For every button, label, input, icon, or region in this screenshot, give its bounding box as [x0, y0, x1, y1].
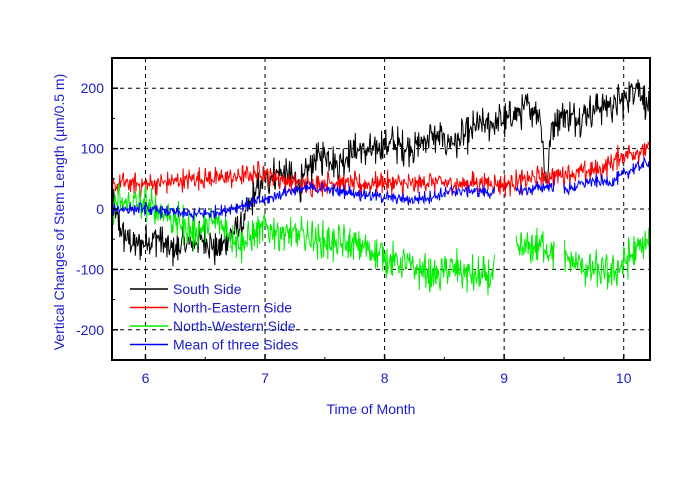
x-tick-label: 10	[616, 370, 632, 386]
series-line	[111, 141, 651, 198]
legend-entry: South Side	[173, 281, 242, 297]
series-group	[111, 79, 651, 296]
legend: South Side North-Eastern Side North-Wester…	[130, 281, 298, 353]
legend-entry: Mean of three Sides	[173, 337, 298, 353]
x-tick-label: 7	[261, 370, 269, 386]
y-tick-label: -100	[76, 261, 104, 277]
x-tick-label: 8	[381, 370, 389, 386]
legend-entry: North-Eastern Side	[173, 300, 292, 316]
y-tick-label: 200	[81, 80, 105, 96]
x-tick-label: 9	[500, 370, 508, 386]
y-tick-label: 0	[96, 201, 104, 217]
series-line	[111, 79, 651, 267]
y-tick-label: -200	[76, 322, 104, 338]
y-tick-label: 100	[81, 141, 105, 157]
legend-entry: North-Western Side	[173, 318, 296, 334]
series-line	[111, 155, 651, 221]
grid-lines	[112, 58, 650, 360]
axis-ticks: 6 7 8 9 10 -200 -100 0 100 200	[76, 80, 632, 386]
y-axis-label: Vertical Changes of Stem Length (µm/0.5 …	[51, 74, 67, 351]
x-axis-label: Time of Month	[327, 401, 416, 417]
x-tick-label: 6	[142, 370, 150, 386]
series-line	[111, 183, 651, 296]
